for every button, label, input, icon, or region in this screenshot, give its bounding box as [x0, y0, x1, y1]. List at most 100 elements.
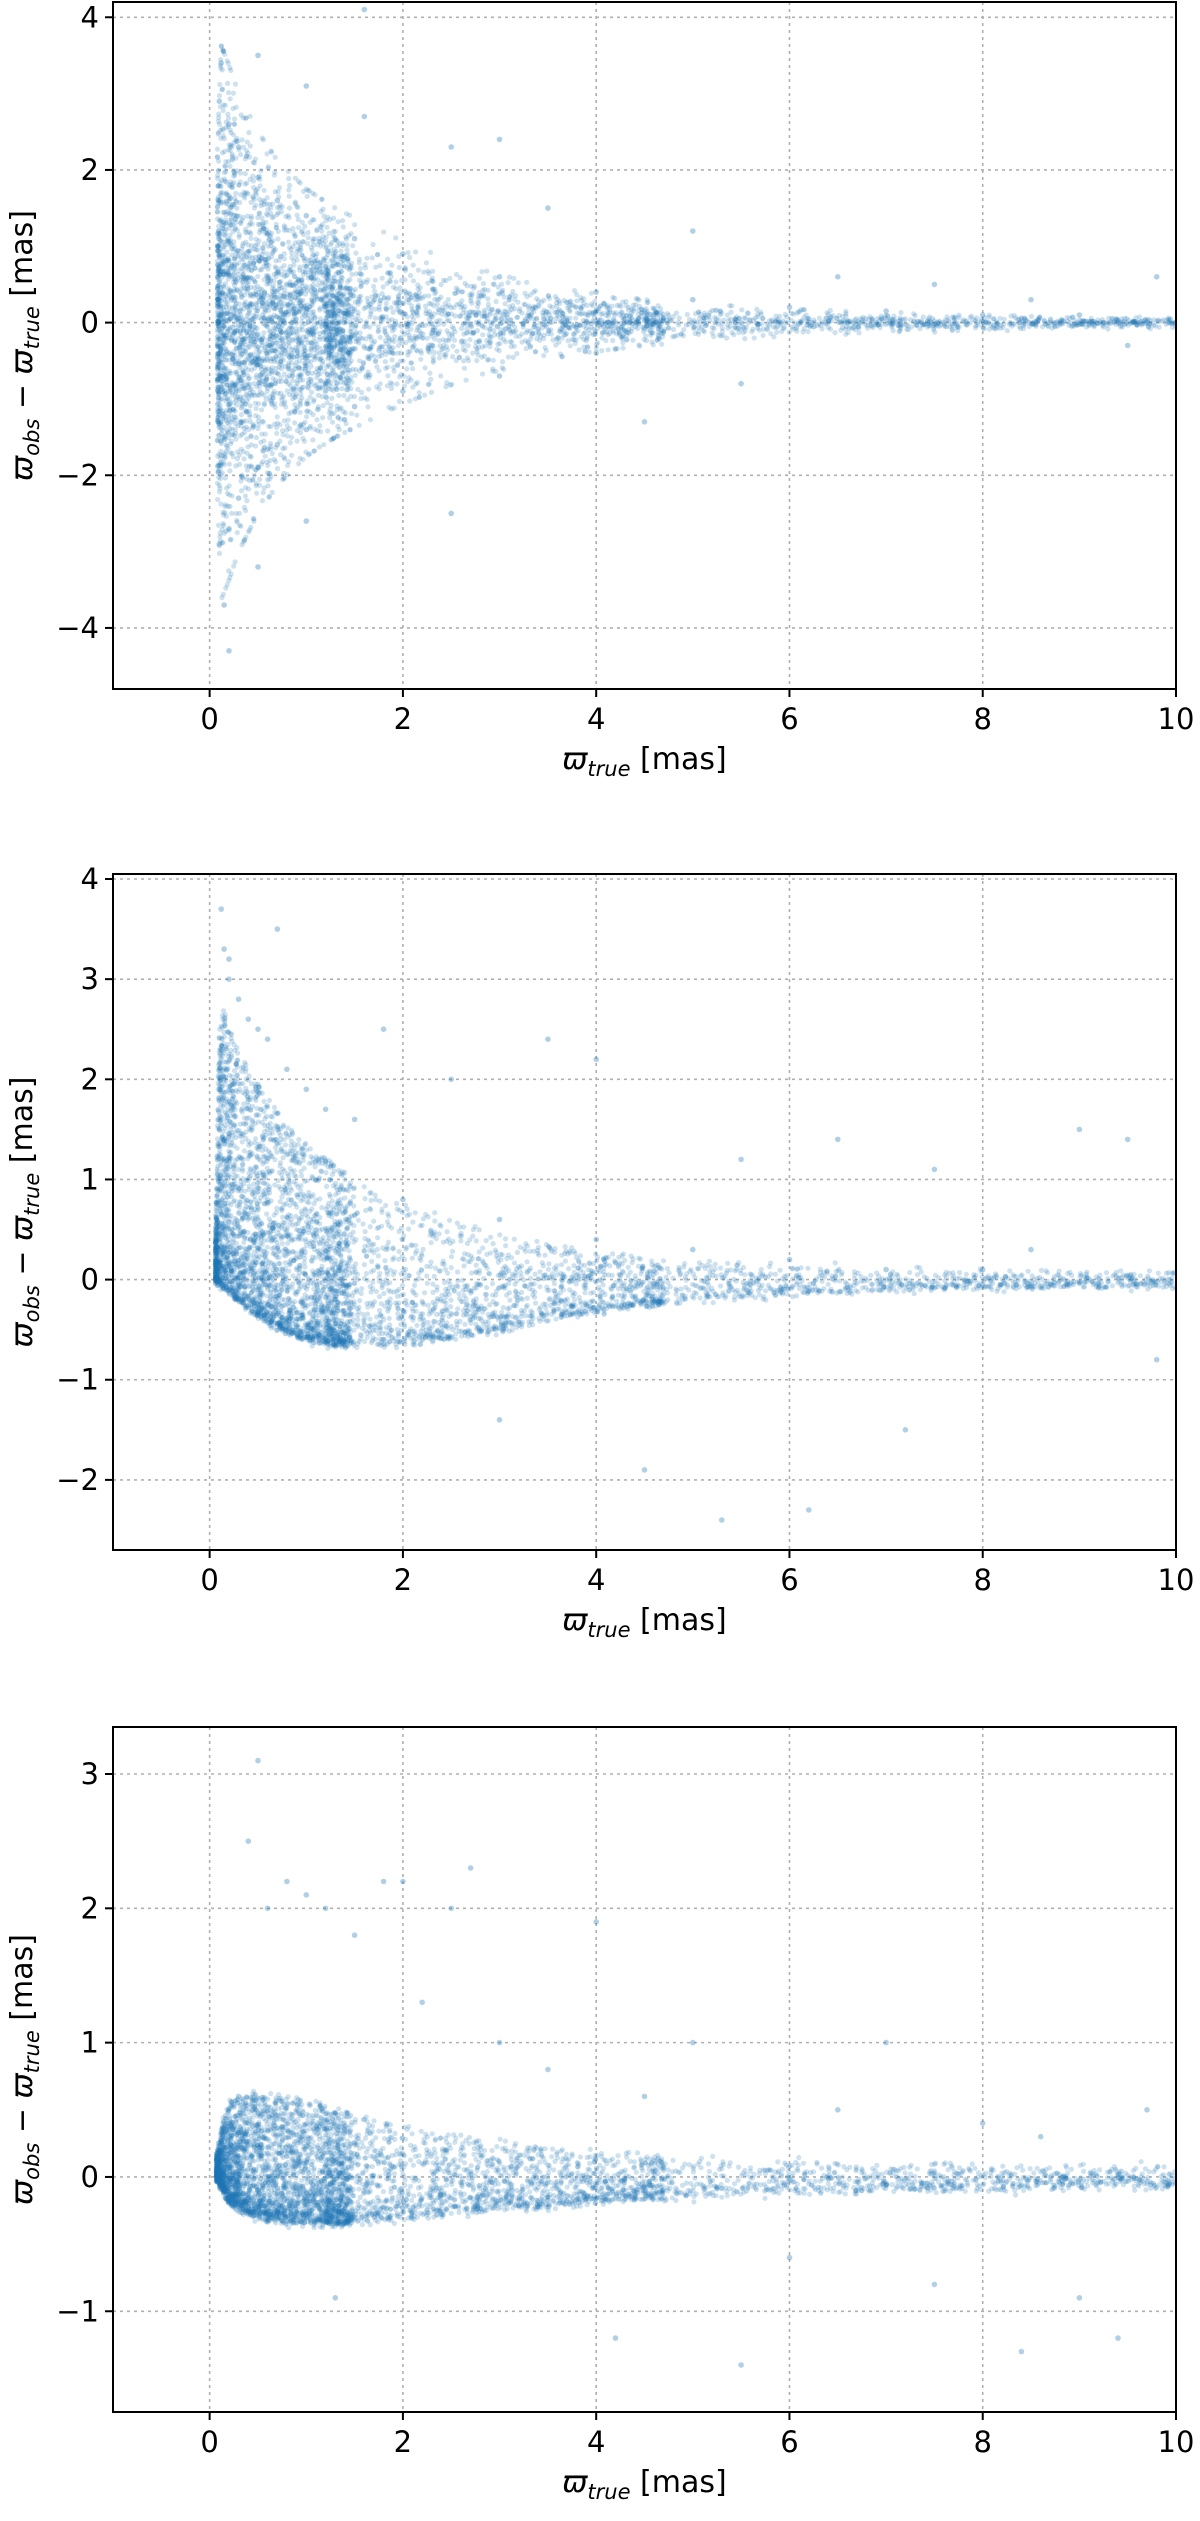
- scatter-point: [221, 307, 227, 313]
- scatter-point: [270, 297, 276, 304]
- scatter-point: [372, 277, 378, 283]
- scatter-point: [257, 176, 263, 182]
- scatter-point: [574, 291, 580, 298]
- scatter-point: [215, 406, 221, 412]
- scatter-point: [285, 339, 291, 346]
- scatter-point: [262, 372, 268, 378]
- scatter-point: [487, 327, 493, 333]
- scatter-point: [375, 329, 381, 335]
- scatter-point: [922, 322, 928, 328]
- scatter-point: [274, 430, 280, 436]
- scatter-point: [850, 319, 856, 325]
- scatter-point: [534, 315, 540, 321]
- scatter-point: [301, 239, 307, 245]
- scatter-point: [349, 271, 355, 277]
- scatter-point: [386, 318, 392, 324]
- scatter-point: [272, 289, 278, 295]
- scatter-point: [598, 303, 604, 309]
- scatter-point: [248, 361, 254, 367]
- scatter-point: [363, 336, 369, 342]
- scatter-point: [236, 461, 243, 467]
- scatter-point: [609, 320, 615, 326]
- scatter-point: [314, 320, 320, 326]
- scatter-point: [324, 337, 330, 343]
- scatter-point: [505, 354, 512, 360]
- scatter-point: [221, 304, 227, 310]
- scatter-point: [245, 286, 251, 292]
- scatter-point: [374, 252, 381, 258]
- scatter-point: [578, 334, 584, 340]
- scatter-point: [268, 230, 275, 236]
- scatter-point: [290, 310, 296, 316]
- scatter-point: [216, 420, 222, 426]
- scatter-point: [243, 153, 249, 159]
- scatter-point: [755, 325, 761, 331]
- scatter-point: [294, 249, 300, 255]
- scatter-point: [336, 303, 342, 309]
- scatter-point: [1097, 319, 1103, 325]
- scatter-point: [345, 278, 351, 285]
- scatter-point: [495, 341, 501, 347]
- scatter-point: [339, 253, 345, 259]
- scatter-point: [236, 182, 242, 188]
- scatter-point: [255, 331, 261, 337]
- scatter-point: [234, 328, 240, 334]
- scatter-point: [238, 152, 244, 158]
- scatter-point: [491, 332, 498, 338]
- scatter-point: [330, 322, 336, 329]
- scatter-point: [337, 406, 343, 412]
- scatter-point: [532, 349, 539, 355]
- scatter-point: [332, 304, 338, 310]
- scatter-point: [340, 369, 346, 375]
- scatter-point: [260, 245, 266, 251]
- scatter-point: [1021, 323, 1027, 329]
- scatter-point: [333, 249, 339, 255]
- scatter-point: [343, 285, 349, 291]
- scatter-point: [216, 290, 222, 296]
- scatter-point: [471, 283, 478, 289]
- scatter-point: [240, 418, 246, 424]
- scatter-point: [264, 151, 270, 157]
- scatter-point: [639, 310, 645, 316]
- scatter-point: [236, 232, 242, 238]
- scatter-point: [255, 344, 261, 351]
- scatter-point: [228, 312, 234, 318]
- scatter-point: [268, 381, 274, 387]
- scatter-point: [404, 324, 410, 330]
- scatter-point: [226, 317, 232, 323]
- scatter-point: [418, 322, 424, 328]
- scatter-point: [224, 582, 230, 588]
- scatter-point: [332, 312, 338, 318]
- scatter-point: [325, 270, 331, 276]
- scatter-point: [323, 234, 329, 240]
- scatter-point: [217, 231, 223, 237]
- scatter-point: [896, 322, 903, 329]
- scatter-point: [1074, 320, 1080, 326]
- scatter-point: [487, 343, 493, 350]
- scatter-point: [281, 341, 287, 347]
- scatter-point: [232, 361, 238, 367]
- scatter-point: [314, 344, 320, 350]
- scatter-point: [259, 304, 265, 310]
- scatter-point: [463, 330, 469, 336]
- scatter-point: [421, 269, 427, 275]
- scatter-point: [232, 116, 238, 122]
- scatter-point: [343, 311, 349, 317]
- scatter-point: [768, 331, 774, 337]
- scatter-point: [481, 310, 487, 316]
- scatter-point: [309, 310, 315, 316]
- scatter-point: [324, 371, 330, 377]
- scatter-point: [1163, 321, 1169, 327]
- scatter-point: [467, 337, 473, 343]
- scatter-point: [252, 265, 258, 271]
- scatter-point: [740, 324, 746, 330]
- scatter-point: [302, 347, 308, 354]
- scatter-point: [310, 285, 316, 292]
- scatter-point: [853, 316, 859, 322]
- scatter-point: [271, 214, 277, 220]
- scatter-point: [264, 447, 270, 453]
- scatter-point: [218, 218, 224, 225]
- scatter-point: [644, 318, 651, 324]
- scatter-point: [216, 550, 223, 557]
- scatter-point: [337, 326, 343, 332]
